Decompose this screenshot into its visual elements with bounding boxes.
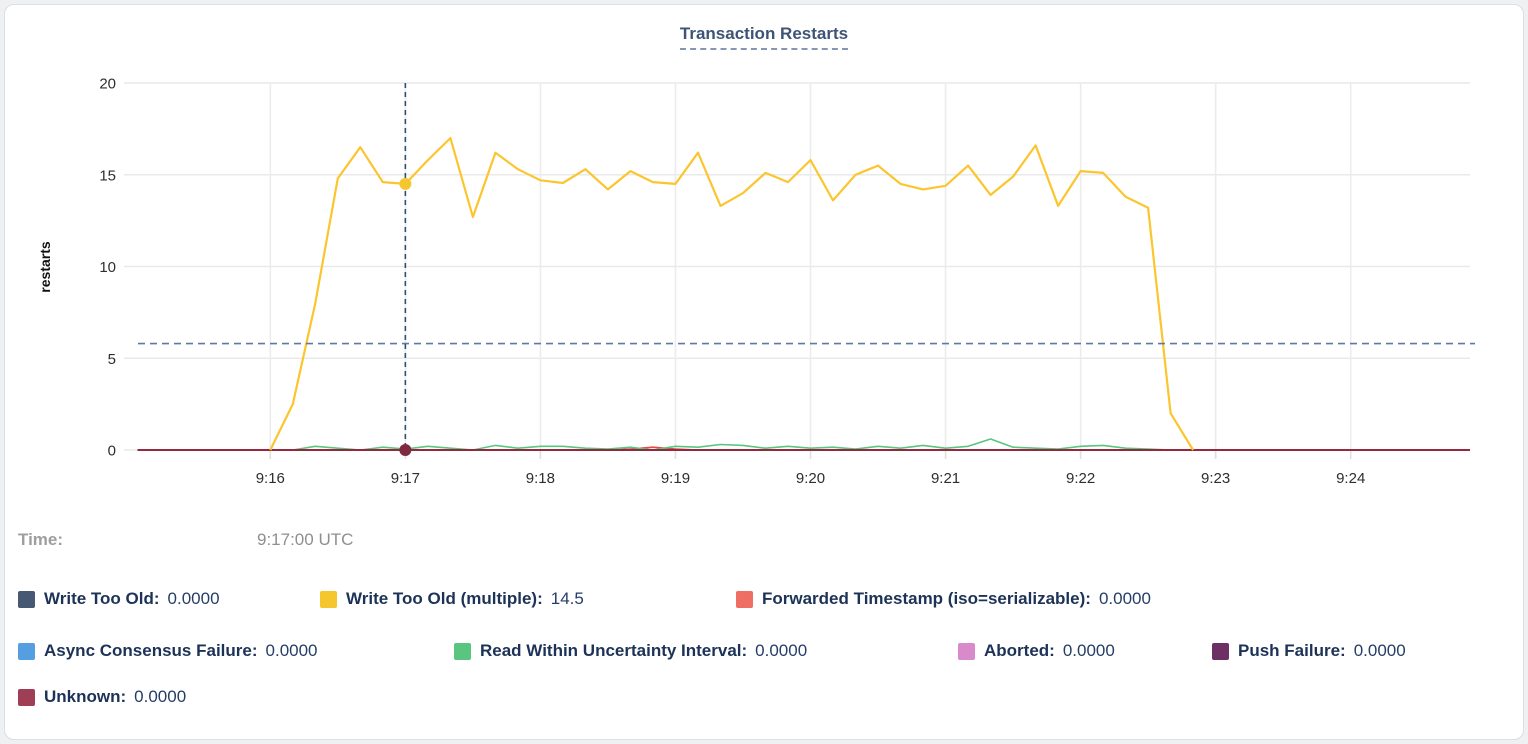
legend-value: 0.0000 <box>755 641 808 660</box>
legend-item-write-too-old: Write Too Old: 0.0000 <box>18 589 320 609</box>
legend-label: Unknown: <box>44 687 127 706</box>
legend-value: 0.0000 <box>167 589 220 608</box>
chart-title[interactable]: Transaction Restarts <box>679 24 849 50</box>
y-axis-tick-label: 5 <box>108 351 116 368</box>
hover-time-row: Time: 9:17:00 UTC <box>18 530 353 550</box>
legend-item-write-too-old-multiple: Write Too Old (multiple): 14.5 <box>320 589 736 609</box>
x-axis-tick-label: 9:19 <box>661 470 690 487</box>
legend-label: Forwarded Timestamp (iso=serializable): <box>762 589 1091 608</box>
swatch-async-consensus-failure-icon <box>18 642 35 660</box>
x-axis-tick-label: 9:17 <box>391 470 420 487</box>
legend-value: 0.0000 <box>1353 641 1406 660</box>
legend-label: Aborted: <box>984 641 1055 660</box>
chart-card <box>4 4 1524 740</box>
legend-value: 0.0000 <box>1098 589 1151 608</box>
y-axis-tick-label: 15 <box>99 167 116 184</box>
legend-value: 0.0000 <box>134 687 187 706</box>
series-line-read-within-uncertainty-interval <box>270 438 1194 451</box>
legend-item-aborted: Aborted: 0.0000 <box>958 641 1212 661</box>
legend-label: Push Failure: <box>1238 641 1346 660</box>
x-axis-tick-label: 9:21 <box>931 470 960 487</box>
x-axis-tick-label: 9:24 <box>1336 470 1365 487</box>
legend-row: Unknown: 0.0000 <box>18 687 186 707</box>
hover-time-value: 9:17:00 UTC <box>257 530 354 549</box>
legend-label: Async Consensus Failure: <box>44 641 258 660</box>
swatch-write-too-old-multiple-icon <box>320 590 337 608</box>
x-axis-tick-label: 9:16 <box>256 470 285 487</box>
x-axis-tick-label: 9:20 <box>796 470 825 487</box>
legend-value: 0.0000 <box>265 641 318 660</box>
legend-item-push-failure: Push Failure: 0.0000 <box>1212 641 1406 661</box>
hover-dot-write-too-old-multiple- <box>399 177 412 190</box>
chart-canvas[interactable]: 0 5 10 15 20 9:16 9:17 9:18 9:19 9:20 9:21 9:22 9:23… <box>0 0 1528 510</box>
swatch-forwarded-timestamp-icon <box>736 590 753 608</box>
swatch-write-too-old-icon <box>18 590 35 608</box>
legend-item-unknown: Unknown: 0.0000 <box>18 687 186 707</box>
x-axis-tick-label: 9:18 <box>526 470 555 487</box>
legend-value: 0.0000 <box>1062 641 1115 660</box>
legend-row: Async Consensus Failure: 0.0000 Read Wit… <box>18 641 1406 661</box>
y-axis-tick-label: 10 <box>99 259 116 276</box>
y-axis-tick-label: 20 <box>99 76 116 93</box>
legend-value: 14.5 <box>550 589 584 608</box>
x-axis-tick-label: 9:22 <box>1066 470 1095 487</box>
hover-dot-unknown <box>399 444 412 456</box>
chart-header: Transaction Restarts <box>0 24 1528 50</box>
series-line-write-too-old-multiple- <box>269 137 1195 451</box>
legend-row: Write Too Old: 0.0000 Write Too Old (mul… <box>18 589 1151 609</box>
y-axis-tick-label: 0 <box>108 443 116 460</box>
legend-item-forwarded-timestamp: Forwarded Timestamp (iso=serializable): … <box>736 589 1151 609</box>
legend-label: Write Too Old (multiple): <box>346 589 543 608</box>
y-axis-title: restarts <box>37 241 53 293</box>
swatch-read-within-uncertainty-icon <box>454 642 471 660</box>
swatch-push-failure-icon <box>1212 642 1229 660</box>
x-axis-tick-label: 9:23 <box>1201 470 1230 487</box>
legend-label: Read Within Uncertainty Interval: <box>480 641 748 660</box>
legend-item-async-consensus-failure: Async Consensus Failure: 0.0000 <box>18 641 454 661</box>
swatch-aborted-icon <box>958 642 975 660</box>
legend-label: Write Too Old: <box>44 589 160 608</box>
swatch-unknown-icon <box>18 688 35 706</box>
hover-time-label: Time: <box>18 530 64 549</box>
legend-item-read-within-uncertainty: Read Within Uncertainty Interval: 0.0000 <box>454 641 958 661</box>
